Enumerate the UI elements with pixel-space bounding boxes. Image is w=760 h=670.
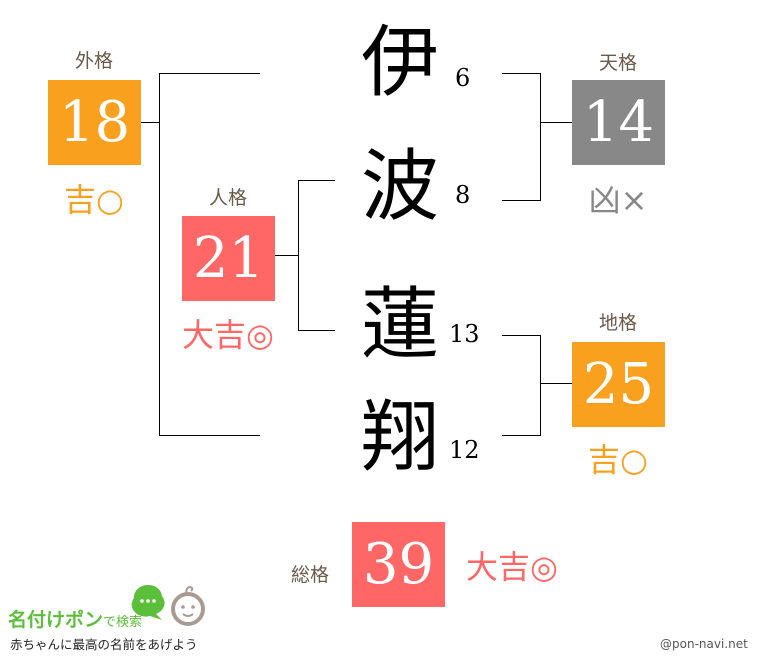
connector-line [298,180,335,182]
gaikaku-label: 外格 [74,50,113,72]
connector-line [540,122,572,124]
logo-brand: 名付けポンで検索 [8,605,142,632]
soukaku-value: 39 [352,522,445,607]
stroke-count: 6 [455,64,471,92]
logo-brand-text: 名付けポン [8,609,104,631]
connector-line [159,73,161,436]
logo-suffix: で検索 [103,615,143,630]
soukaku-label: 総格 [290,564,329,586]
chikaku-value: 25 [572,342,665,427]
tenkaku-label: 天格 [598,52,637,74]
jinkaku-result: 大吉◎ [182,316,274,354]
gaikaku-value: 18 [48,80,141,165]
stroke-count: 8 [455,181,471,209]
connector-line [540,383,572,385]
logo-tagline: 赤ちゃんに最高の名前をあげよう [10,637,198,652]
stroke-count: 13 [449,320,480,348]
site-credit: @pon-navi.net [660,637,748,651]
connector-line [502,335,541,337]
gaikaku-result: 吉○ [64,181,124,219]
name-char: 波 [360,142,439,232]
soukaku-result: 大吉◎ [466,548,558,586]
tenkaku-value: 14 [572,80,665,165]
connector-line [160,435,260,437]
connector-line [298,180,300,331]
connector-line [160,73,260,75]
chikaku-label: 地格 [598,312,637,334]
jinkaku-value: 21 [182,216,275,301]
connector-line [540,73,542,201]
chikaku-result: 吉○ [588,441,648,479]
name-char: 伊 [360,18,439,108]
connector-line [502,73,541,75]
connector-line [275,255,298,257]
connector-line [540,335,542,436]
connector-line [502,200,541,202]
tenkaku-result: 凶× [588,181,648,219]
logo-bubble-baby-icon [131,584,205,626]
connector-line [502,435,541,437]
name-char: 蓮 [360,280,439,370]
stroke-count: 12 [449,436,480,464]
connector-line [140,122,160,124]
connector-line [298,330,335,332]
jinkaku-label: 人格 [208,187,247,209]
name-char: 翔 [360,393,439,483]
